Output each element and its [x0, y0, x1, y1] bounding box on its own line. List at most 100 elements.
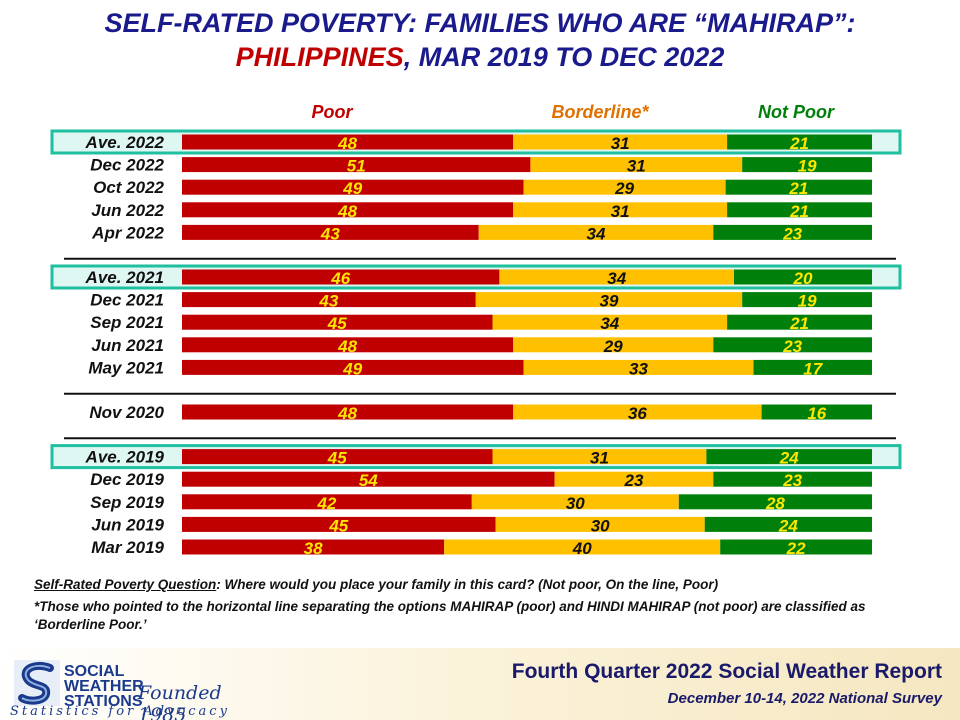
data-label-not-poor: 21 [789, 314, 809, 333]
notes: Self-Rated Poverty Question: Where would… [34, 576, 934, 638]
legend-borderline: Borderline* [551, 102, 649, 122]
data-label-not-poor: 23 [782, 471, 802, 490]
data-label-borderline: 23 [623, 471, 643, 490]
bar-not-poor [713, 337, 872, 353]
bar-borderline [523, 179, 726, 195]
bar-poor [182, 539, 445, 555]
bar-not-poor [761, 404, 872, 420]
data-label-not-poor: 24 [778, 516, 798, 535]
bar-borderline [478, 224, 714, 240]
row-label: Dec 2021 [90, 291, 164, 310]
bar-borderline [513, 337, 714, 353]
data-label-not-poor: 16 [807, 404, 826, 423]
logo-line-1: SOCIAL [64, 663, 125, 680]
legend-not_poor: Not Poor [758, 102, 835, 122]
bar-poor [182, 157, 531, 173]
bar-not-poor [678, 494, 872, 510]
data-label-borderline: 39 [600, 292, 619, 311]
sws-logo: SOCIAL WEATHER STATIONS Founded 1985 Sta… [8, 656, 268, 720]
data-label-poor: 48 [337, 202, 357, 221]
bar-not-poor [725, 179, 872, 195]
data-label-not-poor: 20 [793, 269, 813, 288]
stacked-bar-chart: Poor Borderline* Not Poor Ave. 2022 48 31 21 De… [50, 102, 902, 558]
data-label-poor: 49 [342, 179, 362, 198]
row-label: Apr 2022 [91, 223, 164, 242]
data-label-not-poor: 17 [803, 359, 823, 378]
data-label-poor: 54 [359, 471, 378, 490]
bar-poor [182, 269, 500, 285]
bar-borderline [495, 516, 705, 532]
data-label-poor: 46 [330, 269, 350, 288]
data-label-borderline: 29 [614, 179, 634, 198]
title-line-2: PHILIPPINES, MAR 2019 TO DEC 2022 [0, 40, 960, 74]
question-label: Self-Rated Poverty Question [34, 577, 217, 592]
footer: SOCIAL WEATHER STATIONS Founded 1985 Sta… [0, 648, 960, 720]
data-label-poor: 42 [316, 494, 336, 513]
row-label: Mar 2019 [91, 538, 164, 557]
bar-poor [182, 224, 479, 240]
data-label-borderline: 31 [590, 449, 609, 468]
bar-borderline [554, 471, 714, 487]
data-label-not-poor: 24 [779, 449, 799, 468]
data-label-borderline: 31 [627, 157, 646, 176]
data-label-not-poor: 22 [786, 539, 806, 558]
row-label: Sep 2021 [90, 313, 164, 332]
data-label-borderline: 29 [603, 337, 623, 356]
data-label-not-poor: 19 [798, 292, 817, 311]
data-label-borderline: 40 [572, 539, 592, 558]
bar-not-poor [713, 224, 872, 240]
logo-founded: Founded 1985 [138, 682, 222, 720]
bar-not-poor [742, 292, 872, 308]
bar-not-poor [727, 314, 872, 330]
data-label-poor: 45 [327, 449, 347, 468]
data-label-poor: 49 [342, 359, 362, 378]
data-label-borderline: 30 [591, 516, 610, 535]
row-label: Jun 2019 [91, 515, 164, 534]
data-label-borderline: 34 [600, 314, 619, 333]
bar-poor [182, 404, 514, 420]
bar-poor [182, 179, 524, 195]
data-label-not-poor: 28 [765, 494, 785, 513]
legend-poor: Poor [311, 102, 353, 122]
bar-poor [182, 134, 514, 150]
row-label: Oct 2022 [93, 178, 164, 197]
row-label: Sep 2019 [90, 493, 164, 512]
bar-borderline [499, 269, 734, 285]
bar-poor [182, 449, 493, 465]
title-country: PHILIPPINES [235, 42, 404, 72]
question-text: : Where would you place your family in t… [216, 577, 719, 592]
row-label: Dec 2019 [90, 470, 164, 489]
logo-line-3: STATIONS [64, 693, 143, 710]
row-label: Jun 2021 [91, 336, 164, 355]
data-label-not-poor: 21 [789, 134, 809, 153]
bar-poor [182, 314, 493, 330]
bar-not-poor [706, 449, 872, 465]
data-label-poor: 51 [347, 157, 366, 176]
bar-borderline [444, 539, 721, 555]
row-label: May 2021 [88, 358, 164, 377]
data-label-poor: 38 [304, 539, 323, 558]
row-label: Nov 2020 [89, 403, 164, 422]
bar-not-poor [753, 359, 872, 375]
bar-not-poor [713, 471, 872, 487]
data-label-not-poor: 21 [788, 179, 808, 198]
data-label-borderline: 34 [587, 224, 606, 243]
bar-borderline [475, 292, 743, 308]
report-title: Fourth Quarter 2022 Social Weather Repor… [511, 660, 942, 683]
data-label-not-poor: 21 [789, 202, 809, 221]
bar-not-poor [704, 516, 872, 532]
sws-logo-text: SOCIAL WEATHER STATIONS [64, 663, 144, 710]
bar-poor [182, 359, 524, 375]
bar-poor [182, 494, 472, 510]
bar-not-poor [720, 539, 872, 555]
data-label-borderline: 30 [566, 494, 585, 513]
data-label-borderline: 31 [611, 134, 630, 153]
data-label-borderline: 36 [628, 404, 647, 423]
data-label-borderline: 31 [611, 202, 630, 221]
bar-poor [182, 202, 514, 218]
data-label-poor: 43 [320, 224, 340, 243]
bar-borderline [492, 314, 728, 330]
data-label-poor: 45 [327, 314, 347, 333]
data-label-poor: 45 [328, 516, 348, 535]
bar-not-poor [742, 157, 872, 173]
